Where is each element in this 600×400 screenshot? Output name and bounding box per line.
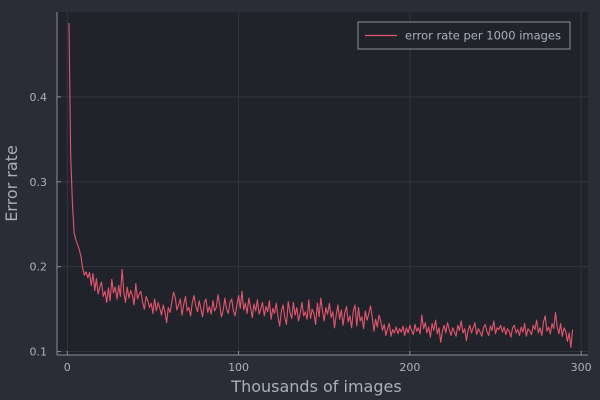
series-line: [68, 22, 574, 348]
y-tick-label: 0.4: [30, 91, 48, 104]
legend: error rate per 1000 images: [357, 21, 571, 50]
x-tick-label: 0: [64, 361, 71, 374]
y-tick-label: 0.2: [30, 261, 48, 274]
y-tick-label: 0.3: [30, 176, 48, 189]
y-axis-title: Error rate: [2, 145, 21, 222]
grid-lines: [57, 12, 588, 355]
axes: [56, 12, 588, 356]
y-tick-label: 0.1: [30, 346, 48, 359]
tick-labels: 0 100 200 300 0.1 0.2 0.3 0.4: [30, 91, 592, 374]
x-axis-title: Thousands of images: [230, 377, 401, 396]
x-tick-label: 300: [571, 361, 592, 374]
x-tick-label: 100: [228, 361, 249, 374]
x-tick-label: 200: [399, 361, 420, 374]
series-layer: [68, 22, 574, 348]
plot-area: [57, 12, 588, 355]
legend-label: error rate per 1000 images: [405, 29, 561, 43]
